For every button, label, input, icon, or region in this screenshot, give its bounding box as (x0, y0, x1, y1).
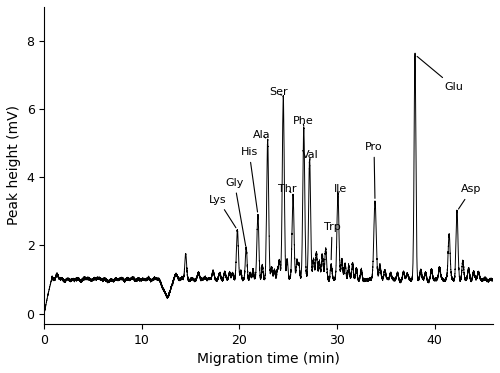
Text: Gly: Gly (226, 178, 246, 246)
Text: Pro: Pro (365, 142, 383, 198)
Y-axis label: Peak height (mV): Peak height (mV) (7, 105, 21, 225)
Text: His: His (240, 147, 258, 212)
Text: Glu: Glu (417, 56, 464, 92)
Text: Ser: Ser (269, 87, 287, 97)
Text: Phe: Phe (292, 116, 313, 126)
Text: Thr: Thr (278, 184, 296, 194)
Text: Ala: Ala (253, 130, 270, 140)
X-axis label: Migration time (min): Migration time (min) (197, 352, 340, 366)
Text: Trp: Trp (324, 222, 340, 260)
Text: Val: Val (302, 150, 319, 160)
Text: Ile: Ile (334, 184, 347, 194)
Text: Lys: Lys (209, 195, 236, 228)
Text: Asp: Asp (458, 184, 482, 209)
